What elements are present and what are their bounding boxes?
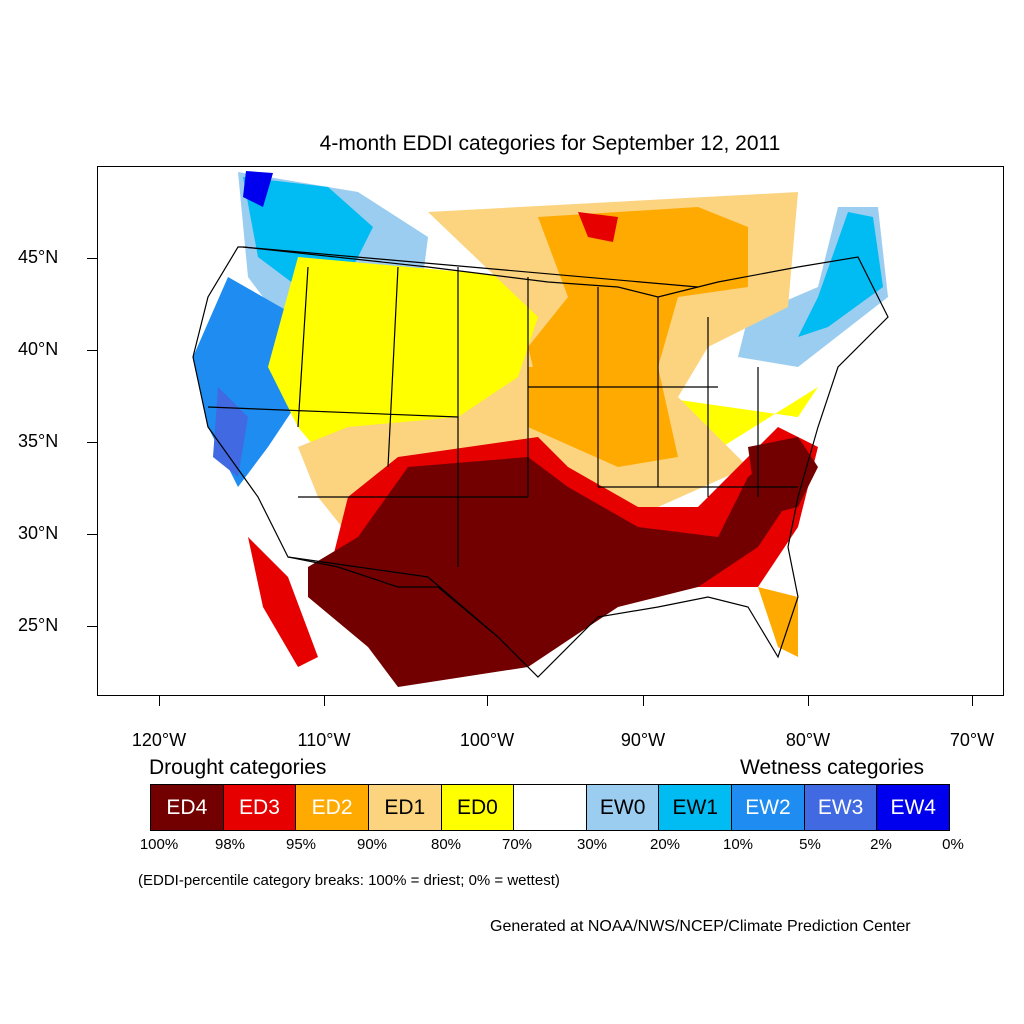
lat-label-35: 35°N — [18, 431, 59, 451]
region-ed3-north — [578, 212, 618, 242]
lon-tick — [972, 696, 973, 706]
region-ew1-northwest — [243, 177, 373, 287]
swatch-label: ED4 — [166, 795, 208, 819]
swatch-ew2: EW2 — [732, 785, 805, 830]
swatch-label: ED1 — [384, 795, 426, 819]
pct-label: 5% — [799, 836, 821, 853]
category-break-note: (EDDI-percentile category breaks: 100% =… — [138, 872, 560, 889]
lat-tick — [87, 258, 97, 259]
region-ed4-southeast — [748, 437, 818, 517]
swatch-label: EW3 — [817, 795, 864, 819]
swatch-ew4: EW4 — [877, 785, 950, 830]
region-ed2-central — [528, 207, 748, 397]
canada-border — [242, 246, 699, 288]
swatch-label: EW0 — [599, 795, 646, 819]
swatch-label: ED2 — [311, 795, 353, 819]
region-ed2-midwest — [528, 367, 678, 467]
lat-label-25: 25°N — [18, 615, 59, 635]
lat-tick — [87, 350, 97, 351]
swatch-ew0: EW0 — [586, 785, 660, 830]
swatch-ed3: ED3 — [223, 785, 297, 830]
swatch-ed0: ED0 — [441, 785, 515, 830]
eddi-map — [97, 166, 1004, 696]
pct-label: 95% — [285, 836, 317, 853]
pct-label: 2% — [870, 836, 892, 853]
credit-line: Generated at NOAA/NWS/NCEP/Climate Predi… — [490, 918, 911, 935]
pct-label: 20% — [649, 836, 681, 853]
lat-label-40: 40°N — [18, 339, 59, 359]
swatch-label: EW4 — [890, 795, 936, 819]
lon-label-90: 90°W — [620, 730, 666, 750]
swatch-ed4: ED4 — [151, 785, 224, 830]
map-title: 4-month EDDI categories for September 12… — [319, 132, 781, 155]
region-ed3-baja — [248, 537, 318, 667]
lat-tick — [87, 442, 97, 443]
region-ew4-northwest — [243, 171, 273, 207]
region-ew1-east — [798, 212, 883, 337]
wetness-categories-heading: Wetness categories — [740, 756, 925, 779]
mexico-border — [287, 556, 499, 638]
region-ew3-coast — [213, 387, 248, 477]
pct-label: 80% — [430, 836, 462, 853]
swatch-label: EW1 — [672, 795, 719, 819]
boundaries — [192, 246, 889, 678]
lat-label-30: 30°N — [18, 523, 59, 543]
pct-label: 0% — [942, 836, 964, 853]
pct-label: 100% — [139, 836, 179, 853]
swatch-ew3: EW3 — [804, 785, 878, 830]
swatch-ed1: ED1 — [368, 785, 442, 830]
swatch-label: ED0 — [456, 795, 498, 819]
lon-tick — [487, 696, 488, 706]
swatch-label: EW2 — [745, 795, 791, 819]
pct-label: 70% — [501, 836, 533, 853]
swatch-ed2: ED2 — [296, 785, 369, 830]
drought-categories-heading: Drought categories — [149, 756, 327, 779]
pct-label: 10% — [722, 836, 754, 853]
map-svg — [192, 171, 889, 687]
lat-label-45: 45°N — [18, 247, 59, 267]
swatch-ew1: EW1 — [659, 785, 733, 830]
lon-tick — [643, 696, 644, 706]
lon-label-110: 110°W — [297, 730, 351, 750]
swatch-neutral — [514, 785, 587, 830]
pct-label: 98% — [214, 836, 246, 853]
lon-label-80: 80°W — [785, 730, 831, 750]
pct-label: 30% — [576, 836, 608, 853]
lon-tick — [324, 696, 325, 706]
state-lines — [207, 266, 798, 567]
us-outline — [192, 246, 889, 678]
lat-tick — [87, 626, 97, 627]
category-legend: ED4 ED3 ED2 ED1 ED0 EW0 EW1 EW2 EW3 EW4 — [150, 784, 950, 831]
lon-tick — [159, 696, 160, 706]
category-regions — [193, 171, 888, 687]
lon-label-120: 120°W — [131, 730, 187, 750]
lat-tick — [87, 534, 97, 535]
lon-tick — [808, 696, 809, 706]
region-ed2-florida — [758, 587, 798, 657]
lon-label-100: 100°W — [459, 730, 515, 750]
pct-label: 90% — [356, 836, 388, 853]
region-ed4-south — [308, 447, 798, 687]
swatch-label: ED3 — [239, 795, 280, 819]
lon-label-70: 70°W — [949, 730, 995, 750]
